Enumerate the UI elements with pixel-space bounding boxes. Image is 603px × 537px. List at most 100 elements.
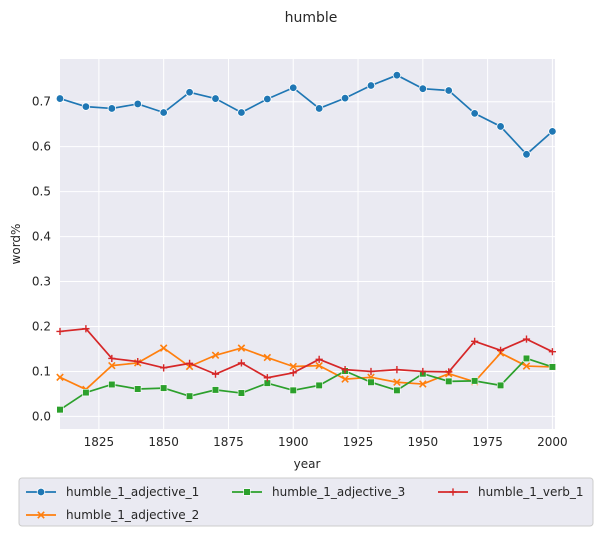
x-tick-label: 1850 [148, 435, 179, 449]
legend-swatch-marker [243, 488, 251, 496]
plot-area [60, 59, 555, 429]
data-point [289, 369, 297, 377]
data-point [185, 392, 194, 400]
data-point [56, 406, 64, 414]
data-point [134, 385, 142, 393]
legend-swatch-marker [37, 511, 45, 519]
y-tick-label: 0.2 [32, 319, 51, 333]
data-point [471, 377, 479, 385]
data-point [393, 378, 401, 387]
x-tick-label: 1900 [278, 435, 309, 449]
data-point [367, 367, 375, 376]
data-point [366, 81, 376, 90]
data-point [393, 366, 401, 374]
data-point [82, 325, 90, 333]
data-point [237, 344, 246, 352]
data-point [444, 86, 453, 95]
data-point [367, 378, 375, 386]
y-tick-label: 0.6 [32, 140, 51, 154]
data-point [470, 109, 479, 118]
x-tick-label: 1825 [84, 435, 115, 449]
y-tick-label: 0.1 [32, 364, 51, 378]
data-point [185, 359, 194, 367]
x-tick-label: 1875 [213, 435, 244, 449]
data-point [107, 104, 117, 113]
data-point [289, 83, 298, 92]
x-tick-label: 1950 [408, 435, 439, 449]
data-point [108, 361, 116, 370]
data-point [315, 361, 323, 370]
data-point [522, 362, 531, 370]
x-tick-label: 2000 [537, 435, 568, 449]
legend-item: humble_1_verb_1 [438, 485, 584, 499]
series-line [59, 74, 553, 156]
data-point [237, 108, 246, 117]
x-axis-label: year [294, 457, 321, 471]
data-point [315, 381, 323, 389]
data-point [160, 384, 168, 392]
data-point [160, 364, 168, 372]
data-point [108, 380, 116, 389]
data-point [185, 88, 194, 97]
data-point [315, 355, 323, 363]
series-humble_1_adjective_1 [55, 70, 557, 159]
data-point [263, 374, 271, 382]
legend-swatch-marker [449, 488, 457, 496]
data-point [211, 94, 220, 103]
series-humble_1_verb_1 [56, 325, 557, 382]
data-point [341, 366, 349, 374]
legend: humble_1_adjective_1 humble_1_adjective_2… [18, 477, 594, 527]
data-point [393, 386, 401, 394]
grid [60, 59, 555, 429]
data-point [314, 104, 324, 113]
data-point [548, 363, 557, 371]
series-layer [55, 70, 557, 414]
y-axis-label: word% [9, 224, 23, 265]
series-line [59, 327, 553, 379]
data-point [419, 380, 427, 388]
data-point [341, 375, 349, 383]
y-tick-label: 0.3 [32, 275, 51, 289]
data-point [108, 354, 116, 363]
data-point [419, 367, 427, 376]
data-point [392, 70, 402, 80]
legend-item: humble_1_adjective_2 [26, 508, 199, 522]
data-point [340, 93, 350, 103]
data-point [211, 370, 220, 378]
data-point [471, 337, 479, 345]
x-tick-label: 1975 [472, 435, 503, 449]
y-tick-label: 0.0 [32, 409, 51, 423]
legend-swatch-marker [36, 487, 46, 497]
series-humble_1_adjective_3 [56, 354, 557, 414]
data-point [522, 354, 531, 363]
data-point [522, 150, 531, 159]
data-point [418, 84, 428, 93]
data-point [496, 346, 505, 354]
x-ticks: 1825 1850 1875 1900 1925 1950 1975 2000 [84, 435, 568, 449]
data-point [82, 388, 90, 397]
x-tick-label: 1925 [343, 435, 374, 449]
legend-item: humble_1_adjective_1 [26, 485, 199, 499]
data-point [56, 373, 64, 382]
data-point [445, 377, 453, 385]
y-tick-label: 0.7 [32, 95, 51, 109]
data-point [211, 351, 220, 360]
data-point [55, 94, 65, 103]
series-line [59, 357, 553, 411]
data-point [211, 386, 220, 394]
data-point [263, 94, 272, 104]
data-point [496, 381, 505, 389]
data-point [81, 102, 91, 111]
data-point [56, 327, 64, 336]
legend-box [18, 477, 594, 527]
legend-label: humble_1_adjective_2 [66, 508, 199, 522]
data-point [496, 122, 505, 131]
data-point [159, 344, 168, 352]
data-point [263, 353, 272, 362]
data-point [237, 389, 246, 397]
legend-label: humble_1_verb_1 [478, 485, 584, 499]
data-point [237, 359, 246, 367]
data-point [548, 127, 557, 136]
chart-title: humble [285, 10, 338, 26]
data-point [522, 335, 531, 343]
